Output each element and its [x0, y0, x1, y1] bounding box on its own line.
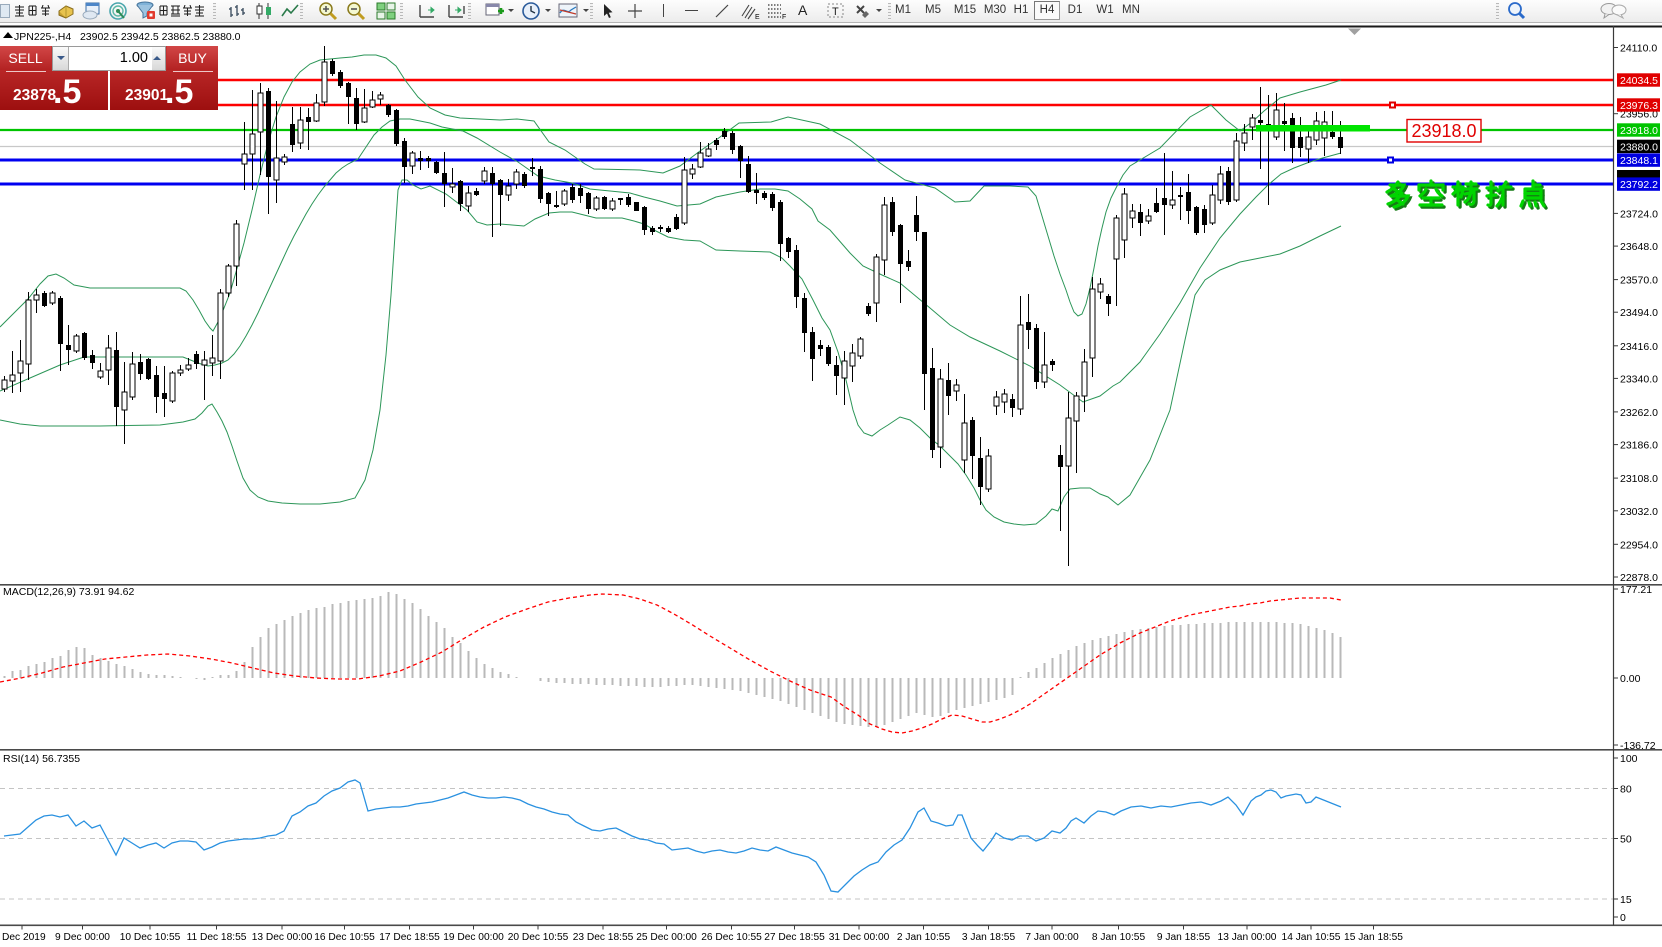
svg-text:16 Dec 10:55: 16 Dec 10:55 — [314, 932, 375, 943]
svg-text:9 Jan 18:55: 9 Jan 18:55 — [1157, 932, 1211, 943]
svg-text:11 Dec 18:55: 11 Dec 18:55 — [187, 932, 247, 943]
svg-text:23 Dec 18:55: 23 Dec 18:55 — [573, 932, 634, 943]
svg-text:22954.0: 22954.0 — [1620, 539, 1658, 551]
svg-text:23494.0: 23494.0 — [1620, 307, 1658, 319]
svg-text:23648.0: 23648.0 — [1620, 241, 1658, 253]
svg-text:23976.3: 23976.3 — [1620, 100, 1658, 112]
svg-text:17 Dec 18:55: 17 Dec 18:55 — [379, 932, 440, 943]
svg-text:25 Dec 00:00: 25 Dec 00:00 — [636, 932, 697, 943]
svg-text:RSI(14) 56.7355: RSI(14) 56.7355 — [3, 753, 80, 765]
svg-text:13 Jan 00:00: 13 Jan 00:00 — [1218, 932, 1277, 943]
svg-text:23792.2: 23792.2 — [1620, 179, 1658, 191]
svg-text:9 Dec 00:00: 9 Dec 00:00 — [55, 932, 110, 943]
svg-text:23262.0: 23262.0 — [1620, 407, 1658, 419]
svg-text:0.00: 0.00 — [1620, 673, 1641, 685]
svg-text:19 Dec 00:00: 19 Dec 00:00 — [443, 932, 504, 943]
svg-text:23416.0: 23416.0 — [1620, 341, 1658, 353]
svg-text:24110.0: 24110.0 — [1620, 43, 1657, 55]
svg-text:26 Dec 10:55: 26 Dec 10:55 — [701, 932, 762, 943]
svg-text:MACD(12,26,9) 73.91 94.62: MACD(12,26,9) 73.91 94.62 — [3, 586, 134, 598]
svg-text:23108.0: 23108.0 — [1620, 473, 1658, 485]
svg-text:23880.0: 23880.0 — [1620, 141, 1658, 153]
svg-text:23848.1: 23848.1 — [1620, 155, 1658, 167]
svg-text:T: T — [832, 6, 839, 18]
svg-text:E: E — [755, 14, 760, 21]
svg-text:2 Jan 10:55: 2 Jan 10:55 — [897, 932, 951, 943]
svg-text:10 Dec 10:55: 10 Dec 10:55 — [120, 932, 181, 943]
svg-text:23918.0: 23918.0 — [1411, 121, 1476, 141]
svg-text:15 Jan 18:55: 15 Jan 18:55 — [1344, 932, 1403, 943]
svg-text:-136.72: -136.72 — [1620, 740, 1656, 752]
svg-text:50: 50 — [1620, 834, 1632, 846]
svg-text:23186.0: 23186.0 — [1620, 440, 1658, 452]
svg-text:3 Jan 18:55: 3 Jan 18:55 — [962, 932, 1016, 943]
svg-text:100: 100 — [1620, 753, 1638, 765]
svg-text:23918.0: 23918.0 — [1620, 125, 1658, 137]
svg-text:8 Jan 10:55: 8 Jan 10:55 — [1092, 932, 1146, 943]
svg-text:7 Jan 00:00: 7 Jan 00:00 — [1025, 932, 1079, 943]
svg-text:15: 15 — [1620, 894, 1632, 906]
svg-text:23570.0: 23570.0 — [1620, 275, 1658, 287]
svg-text:177.21: 177.21 — [1620, 584, 1652, 596]
svg-text:14 Jan 10:55: 14 Jan 10:55 — [1282, 932, 1341, 943]
svg-text:22878.0: 22878.0 — [1620, 572, 1658, 584]
svg-text:0: 0 — [1620, 912, 1626, 924]
svg-text:23340.0: 23340.0 — [1620, 373, 1658, 385]
svg-text:27 Dec 18:55: 27 Dec 18:55 — [764, 932, 825, 943]
svg-text:13 Dec 00:00: 13 Dec 00:00 — [252, 932, 313, 943]
svg-text:24034.5: 24034.5 — [1620, 75, 1658, 87]
svg-text:23724.0: 23724.0 — [1620, 208, 1658, 220]
svg-text:23032.0: 23032.0 — [1620, 506, 1658, 518]
svg-text:F: F — [782, 14, 786, 21]
svg-text:Dec 2019: Dec 2019 — [2, 932, 46, 943]
svg-text:JPN225-,H4 23902.5 23942.5 2: JPN225-,H4 23902.5 23942.5 23862.5 23880… — [14, 31, 241, 43]
svg-text:31 Dec 00:00: 31 Dec 00:00 — [829, 932, 890, 943]
svg-text:80: 80 — [1620, 784, 1632, 796]
svg-text:20 Dec 10:55: 20 Dec 10:55 — [508, 932, 569, 943]
